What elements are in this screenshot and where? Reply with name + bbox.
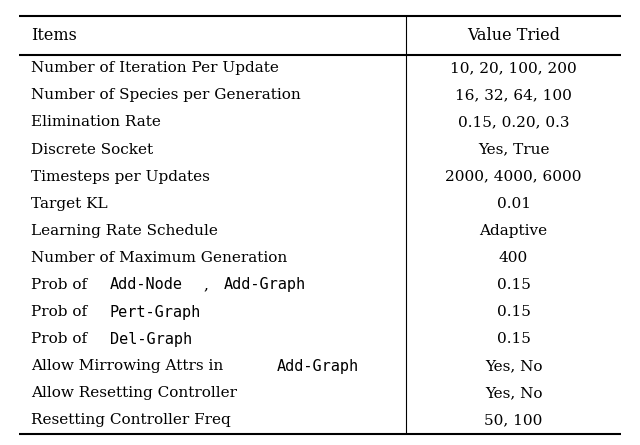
Text: Timesteps per Updates: Timesteps per Updates — [31, 170, 209, 184]
Text: Prob of: Prob of — [31, 332, 92, 346]
Text: Number of Species per Generation: Number of Species per Generation — [31, 89, 300, 102]
Text: 400: 400 — [499, 251, 528, 265]
Text: Items: Items — [31, 27, 77, 44]
Text: Yes, No: Yes, No — [485, 386, 542, 400]
Text: Adaptive: Adaptive — [479, 224, 548, 238]
Text: 50, 100: 50, 100 — [484, 413, 543, 427]
Text: 2000, 4000, 6000: 2000, 4000, 6000 — [445, 170, 582, 184]
Text: 16, 32, 64, 100: 16, 32, 64, 100 — [455, 89, 572, 102]
Text: Prob of: Prob of — [31, 278, 92, 292]
Text: Yes, True: Yes, True — [478, 142, 549, 157]
Text: ,: , — [204, 278, 214, 292]
Text: Yes, No: Yes, No — [485, 359, 542, 373]
Text: Add-Node: Add-Node — [109, 277, 182, 292]
Text: Number of Maximum Generation: Number of Maximum Generation — [31, 251, 287, 265]
Text: Learning Rate Schedule: Learning Rate Schedule — [31, 224, 218, 238]
Text: Resetting Controller Freq: Resetting Controller Freq — [31, 413, 230, 427]
Text: 0.15: 0.15 — [497, 305, 531, 319]
Text: Number of Iteration Per Update: Number of Iteration Per Update — [31, 61, 278, 75]
Text: Del-Graph: Del-Graph — [109, 332, 192, 347]
Text: 0.15: 0.15 — [497, 278, 531, 292]
Text: Allow Resetting Controller: Allow Resetting Controller — [31, 386, 237, 400]
Text: 0.15, 0.20, 0.3: 0.15, 0.20, 0.3 — [458, 115, 570, 129]
Text: Elimination Rate: Elimination Rate — [31, 115, 161, 129]
Text: Value Tried: Value Tried — [467, 27, 560, 44]
Text: Target KL: Target KL — [31, 197, 108, 210]
Text: Add-Graph: Add-Graph — [277, 359, 359, 374]
Text: Discrete Socket: Discrete Socket — [31, 142, 153, 157]
Text: 10, 20, 100, 200: 10, 20, 100, 200 — [450, 61, 577, 75]
Text: Pert-Graph: Pert-Graph — [109, 304, 201, 320]
Text: 0.01: 0.01 — [497, 197, 531, 210]
Text: 0.15: 0.15 — [497, 332, 531, 346]
Text: Prob of: Prob of — [31, 305, 92, 319]
Text: Add-Graph: Add-Graph — [224, 277, 306, 292]
Text: Allow Mirrowing Attrs in: Allow Mirrowing Attrs in — [31, 359, 228, 373]
